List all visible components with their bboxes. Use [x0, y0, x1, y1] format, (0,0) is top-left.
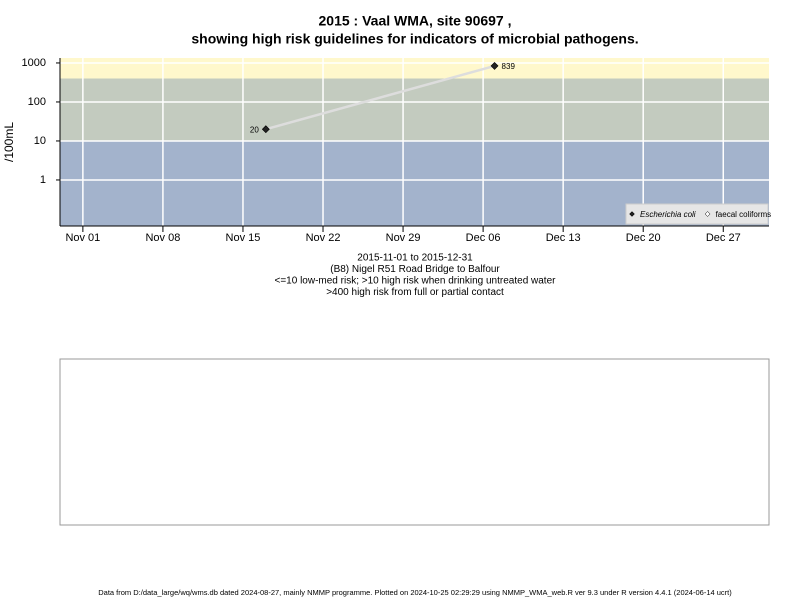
y-axis-label: /100mL	[2, 122, 16, 162]
x-tick-label: Nov 15	[226, 232, 261, 244]
x-tick-label: Nov 08	[145, 232, 180, 244]
y-tick-label: 100	[28, 96, 46, 108]
y-tick-label: 10	[34, 135, 46, 147]
y-tick-label: 1	[40, 174, 46, 186]
data-label: 839	[502, 62, 516, 71]
legend-label: Escherichia coli	[640, 210, 696, 219]
x-tick-label: Dec 06	[466, 232, 501, 244]
subtitle: >400 high risk from full or partial cont…	[326, 287, 504, 298]
x-tick-label: Dec 13	[546, 232, 581, 244]
data-point	[490, 62, 499, 70]
chart-title: showing high risk guidelines for indicat…	[191, 31, 638, 47]
x-tick-label: Nov 29	[386, 232, 421, 244]
x-tick-label: Dec 27	[706, 232, 741, 244]
x-tick-label: Dec 20	[626, 232, 661, 244]
subtitle: 2015-11-01 to 2015-12-31	[357, 253, 473, 264]
data-point	[261, 125, 270, 134]
y-tick-label: 1000	[22, 57, 46, 69]
legend-marker	[629, 211, 635, 217]
legend-box	[625, 203, 769, 225]
legend-marker	[704, 211, 711, 217]
legend-label: faecal coliforms	[716, 210, 772, 219]
series-line	[265, 64, 495, 131]
subtitle: <=10 low-med risk; >10 high risk when dr…	[275, 276, 557, 287]
risk-band	[60, 58, 769, 79]
x-tick-label: Nov 22	[306, 232, 341, 244]
chart-title: 2015 : Vaal WMA, site 90697 ,	[319, 13, 512, 29]
x-tick-label: Nov 01	[65, 232, 100, 244]
subtitle: (B8) Nigel R51 Road Bridge to Balfour	[330, 264, 500, 275]
footer: Data from D:/data_large/wq/wms.db dated …	[98, 588, 732, 597]
empty-panel	[59, 358, 770, 526]
data-label: 20	[250, 125, 259, 134]
